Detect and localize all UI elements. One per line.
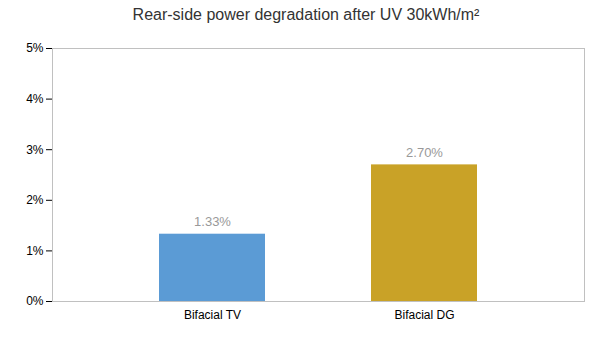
svg-text:1.33%: 1.33%	[194, 214, 231, 229]
svg-text:Bifacial TV: Bifacial TV	[184, 308, 241, 322]
html-text:Rear-side power degradation af: Rear-side power degradation after UV 30k…	[132, 6, 480, 23]
svg-text:1%: 1%	[26, 244, 44, 258]
svg-text:0%: 0%	[26, 294, 44, 308]
svg-text:2%: 2%	[26, 193, 44, 207]
svg-text:2.70%: 2.70%	[406, 145, 443, 160]
svg-text:3%: 3%	[26, 143, 44, 157]
svg-text:Bifacial DG: Bifacial DG	[394, 308, 454, 322]
svg-text:4%: 4%	[26, 92, 44, 106]
svg-text:5%: 5%	[26, 41, 44, 55]
